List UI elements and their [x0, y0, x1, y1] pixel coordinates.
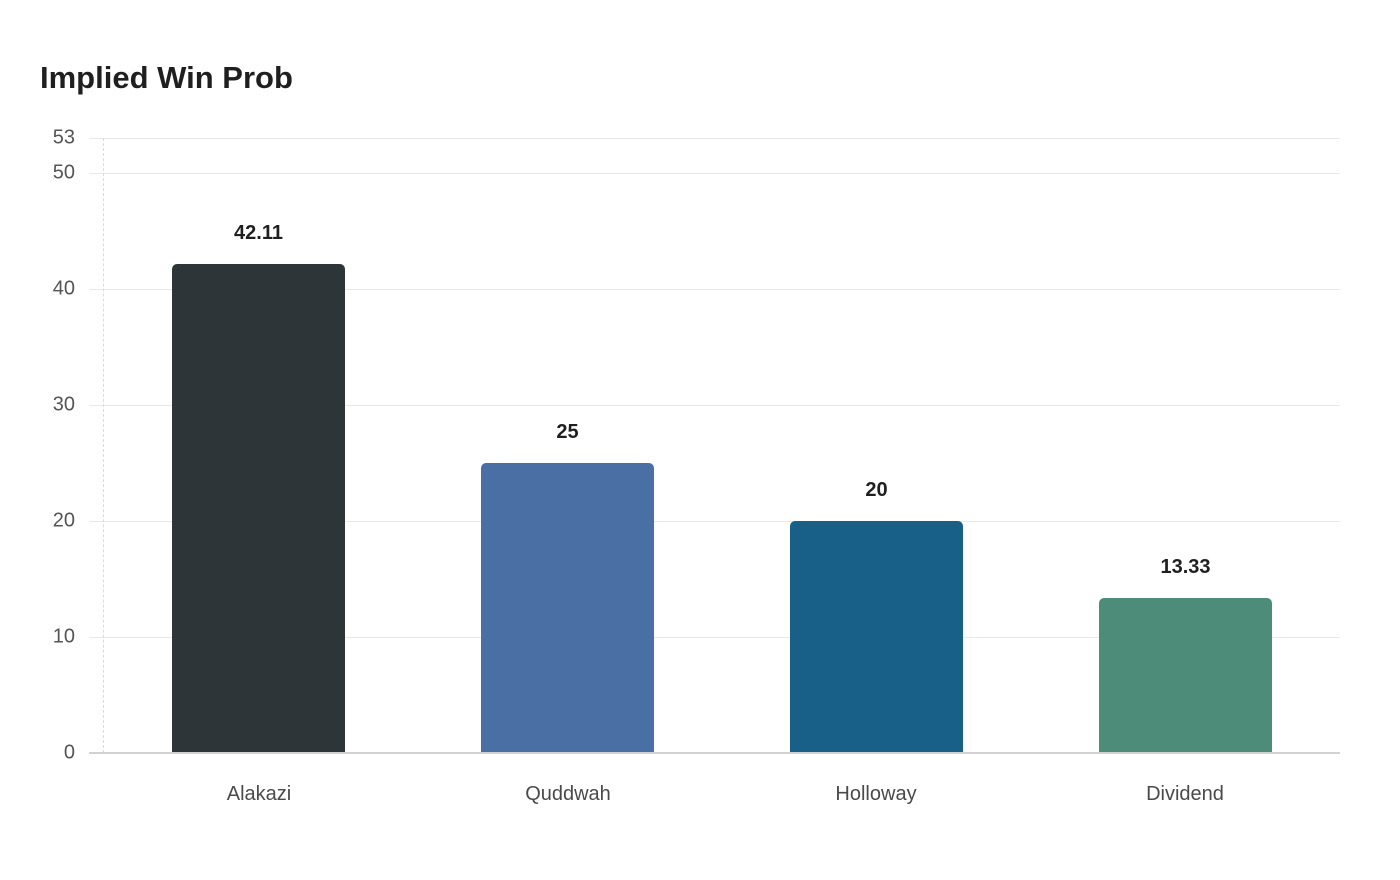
y-tick-label: 20: [52, 509, 75, 532]
bar-value-label: 42.11: [234, 222, 283, 244]
bar-dividend[interactable]: [1099, 598, 1272, 753]
bar-alakazi[interactable]: [172, 264, 345, 753]
y-tick-label: 50: [52, 161, 75, 184]
y-tick-label: 53: [52, 126, 75, 149]
bar-holloway[interactable]: [790, 521, 963, 753]
gridline-53: [89, 138, 1340, 139]
bar-quddwah[interactable]: [481, 463, 654, 753]
x-tick-label: Holloway: [835, 783, 917, 805]
bar-value-label: 13.33: [1160, 556, 1211, 578]
x-axis: [89, 752, 1340, 754]
y-tick-label: 30: [52, 393, 75, 416]
gridline-20: [89, 521, 1340, 522]
y-tick-label: 0: [63, 741, 75, 764]
gridline-10: [89, 637, 1340, 638]
x-tick-label: Alakazi: [226, 783, 292, 805]
y-tick-label: 10: [52, 625, 75, 648]
gridline-40: [89, 289, 1340, 290]
gridline-50: [89, 173, 1340, 174]
gridline-30: [89, 405, 1340, 406]
y-axis: [103, 138, 104, 753]
plot-area: 53 50 40 30 20 10 0 42.11 25 20 13.33: [53, 127, 1340, 764]
bar-value-label: 25: [556, 421, 579, 443]
chart-title: Implied Win Prob: [40, 60, 293, 95]
x-tick-label: Quddwah: [525, 783, 611, 805]
x-tick-label: Dividend: [1146, 783, 1224, 805]
y-tick-label: 40: [52, 277, 75, 300]
bar-value-label: 20: [865, 479, 888, 501]
